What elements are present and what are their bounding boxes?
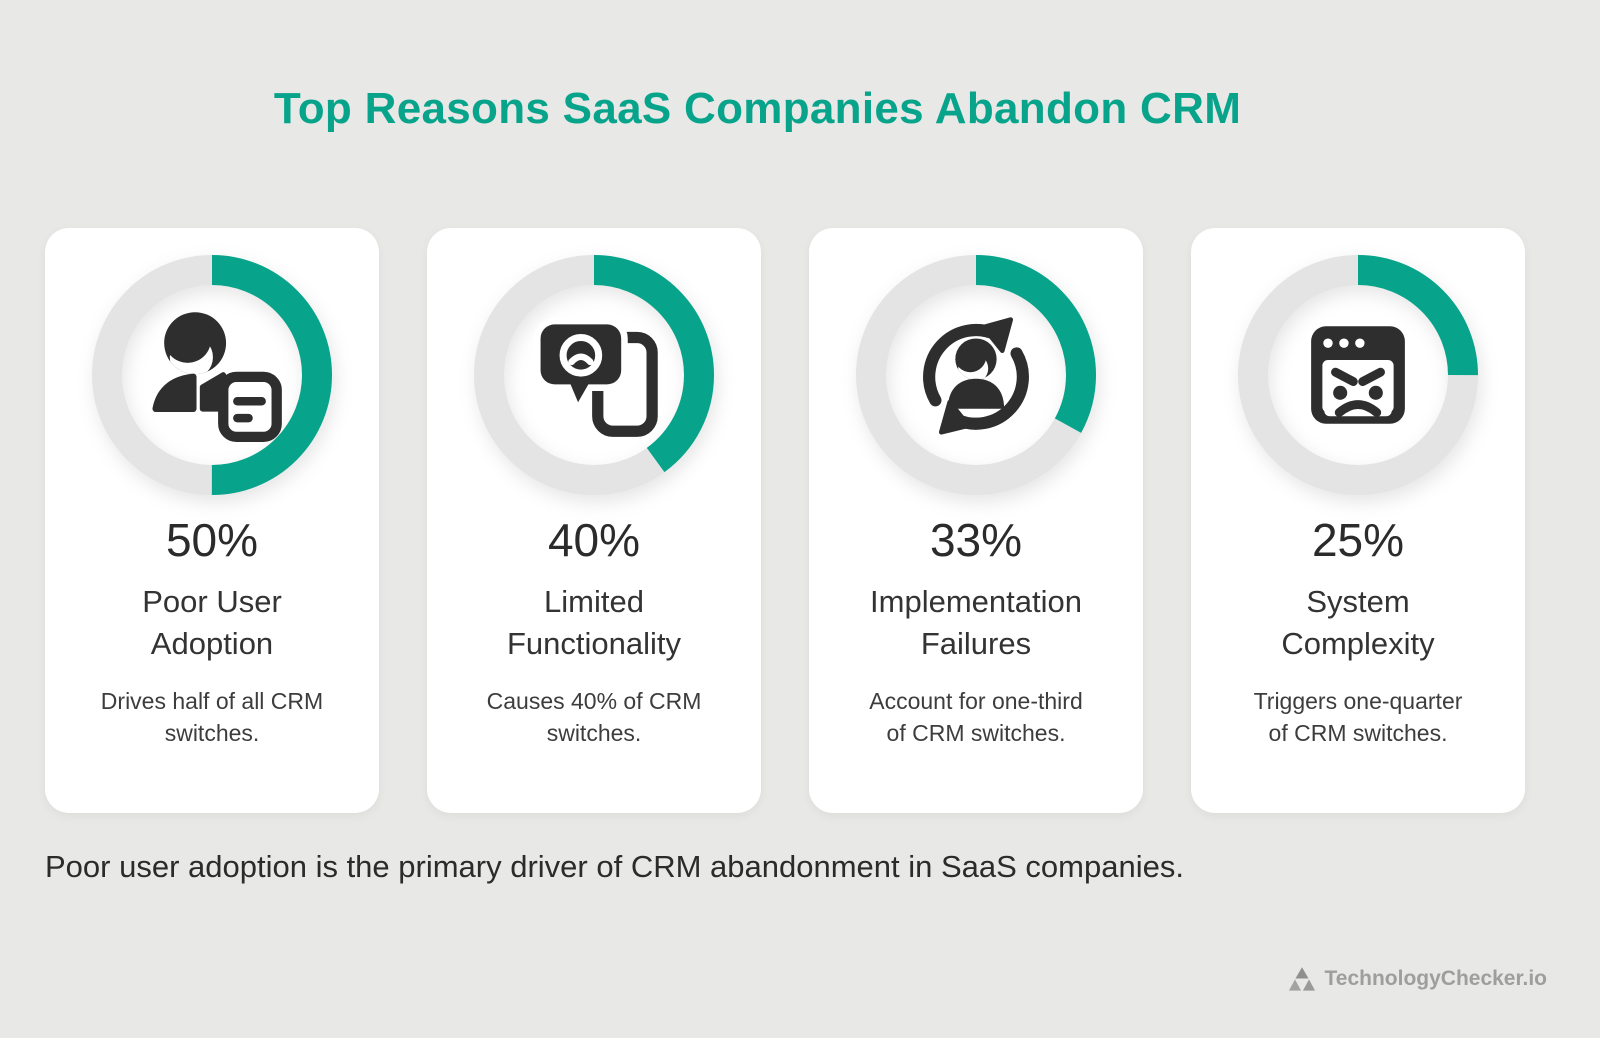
triforce-logo-icon bbox=[1288, 967, 1315, 991]
chat-phone-icon bbox=[534, 317, 658, 437]
stat-card-system-complexity: 25% System Complexity Triggers one-quart… bbox=[1191, 228, 1525, 813]
percent-value: 25% bbox=[1311, 514, 1405, 566]
progress-ring-wrap bbox=[469, 250, 719, 500]
progress-ring bbox=[474, 255, 714, 495]
progress-arc bbox=[856, 255, 1096, 495]
card-description: Causes 40% of CRM switches. bbox=[486, 687, 702, 747]
card-title: Limited Functionality bbox=[506, 583, 682, 661]
stat-card-limited-functionality: 40% Limited Functionality Causes 40% of … bbox=[427, 228, 761, 813]
card-title: Poor User Adoption bbox=[142, 583, 282, 661]
stat-card-poor-user-adoption: 50% Poor User Adoption Drives half of al… bbox=[45, 228, 379, 813]
percent-value: 50% bbox=[165, 514, 259, 566]
progress-ring bbox=[856, 255, 1096, 495]
progress-ring-wrap bbox=[87, 250, 337, 500]
stat-cards-row: 50% Poor User Adoption Drives half of al… bbox=[45, 228, 1525, 813]
progress-arc bbox=[1238, 255, 1478, 495]
watermark-label: TechnologyChecker.io bbox=[1324, 966, 1548, 990]
progress-ring-wrap bbox=[1233, 250, 1483, 500]
progress-ring bbox=[92, 255, 332, 495]
card-description: Drives half of all CRM switches. bbox=[100, 687, 324, 747]
page-title: Top Reasons SaaS Companies Abandon CRM bbox=[273, 84, 1242, 133]
stat-card-implementation-failures: 33% Implementation Failures Account for … bbox=[809, 228, 1143, 813]
progress-arc bbox=[474, 255, 714, 495]
progress-ring bbox=[1238, 255, 1478, 495]
card-description: Triggers one-quarter of CRM switches. bbox=[1253, 687, 1463, 747]
watermark: TechnologyChecker.io bbox=[1288, 966, 1548, 991]
card-title: System Complexity bbox=[1281, 583, 1435, 661]
percent-value: 40% bbox=[547, 514, 641, 566]
user-document-icon bbox=[152, 312, 282, 443]
card-icon-box bbox=[469, 250, 719, 500]
footnote-text: Poor user adoption is the primary driver… bbox=[45, 849, 1184, 884]
progress-ring-wrap bbox=[851, 250, 1101, 500]
progress-arc bbox=[92, 255, 332, 495]
percent-value: 33% bbox=[929, 514, 1023, 566]
angry-browser-icon bbox=[1311, 326, 1405, 424]
card-icon-box bbox=[851, 250, 1101, 500]
sync-user-icon bbox=[923, 317, 1029, 435]
card-description: Account for one-third of CRM switches. bbox=[869, 687, 1083, 747]
card-icon-box bbox=[87, 250, 337, 500]
card-title: Implementation Failures bbox=[870, 583, 1082, 661]
card-icon-box bbox=[1233, 250, 1483, 500]
